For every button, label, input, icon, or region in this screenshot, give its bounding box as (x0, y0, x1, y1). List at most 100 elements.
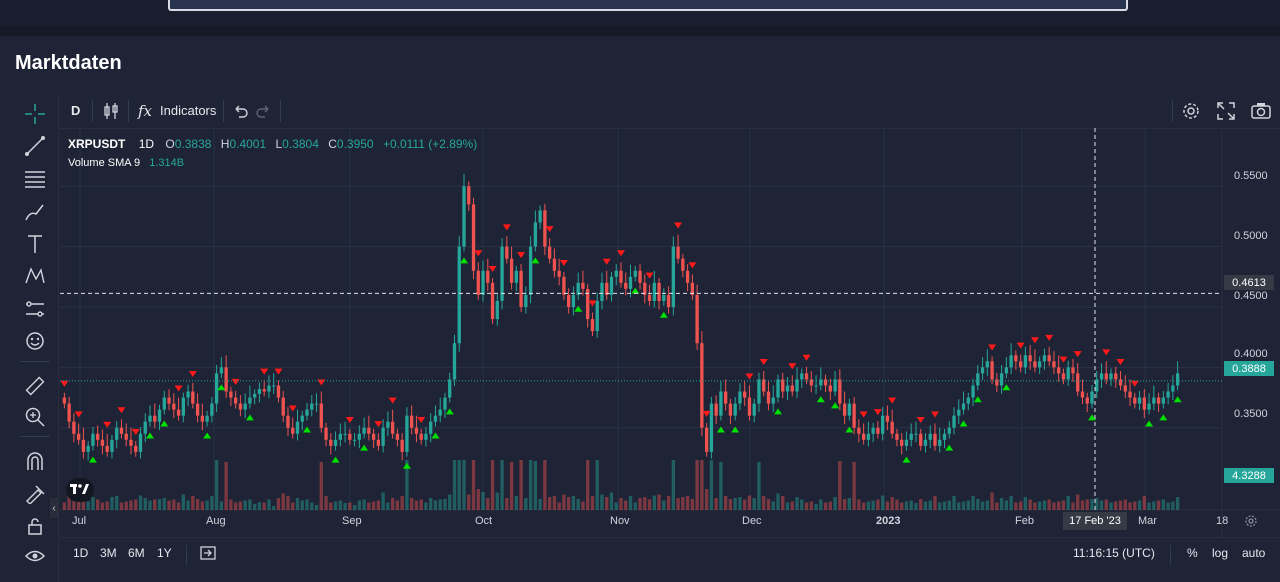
candle-body (291, 427, 295, 434)
volume-bar (195, 499, 200, 510)
brush-icon[interactable] (24, 201, 46, 223)
volume-bar (62, 502, 67, 510)
buy-signal-marker (1159, 414, 1168, 421)
candle-body (952, 415, 956, 428)
volume-bar (338, 500, 342, 510)
candle-body (804, 373, 809, 380)
candle-body (91, 433, 95, 446)
legend-close: 0.3950 (336, 137, 374, 151)
tradingview-logo[interactable] (66, 478, 94, 502)
goto-date-icon[interactable] (199, 544, 217, 565)
candle-body (390, 421, 395, 434)
buy-signal-marker (945, 444, 954, 451)
crosshair-icon[interactable] (24, 103, 46, 125)
camera-icon[interactable] (1250, 93, 1272, 128)
magnet-icon[interactable] (24, 450, 46, 472)
volume-bar (186, 500, 190, 510)
candle-body (205, 415, 209, 422)
candle-body (562, 276, 566, 295)
volume-bar (790, 501, 794, 510)
volume-bar (961, 501, 966, 510)
auto-scale-toggle[interactable]: auto (1242, 546, 1266, 560)
volume-legend-label[interactable]: Volume SMA 9 (68, 157, 141, 169)
chart-grid (60, 128, 1280, 537)
percent-scale-toggle[interactable]: % (1187, 546, 1198, 560)
candle-body (524, 294, 528, 307)
collapse-toolbar-handle[interactable]: ‹ (50, 498, 58, 518)
volume-bar (647, 499, 652, 510)
volume-bar (1142, 496, 1146, 510)
range-navigator-window[interactable] (168, 0, 1128, 11)
range-1d-button[interactable]: 1D (73, 546, 89, 560)
candle-body (457, 246, 461, 344)
candle-body (966, 397, 970, 404)
lock-icon[interactable] (24, 515, 46, 537)
candle-body (1042, 355, 1047, 362)
range-1y-button[interactable]: 1Y (157, 546, 172, 560)
volume-bar (624, 500, 628, 510)
clock-display[interactable]: 11:16:15 (UTC) (1073, 546, 1155, 560)
volume-bar (509, 462, 514, 510)
candle-body (1137, 397, 1142, 404)
pattern-icon[interactable] (24, 265, 46, 287)
candle-body (1033, 361, 1037, 368)
volume-bar (880, 495, 885, 510)
legend-symbol[interactable]: XRPUSDT (68, 137, 126, 151)
candle-body (229, 391, 233, 398)
legend-o-label: O (165, 137, 175, 151)
text-tool-icon[interactable] (24, 233, 46, 255)
fullscreen-icon[interactable] (1216, 93, 1236, 128)
horizontal-lines-icon[interactable] (24, 168, 46, 190)
candle-body (1123, 385, 1127, 392)
undo-icon[interactable] (232, 93, 248, 128)
volume-bar (105, 501, 109, 510)
candle-body (1018, 361, 1023, 368)
volume-bar (1018, 501, 1023, 510)
candle-style-icon[interactable] (102, 93, 120, 128)
candle-body (1133, 397, 1137, 404)
volume-bar (124, 501, 128, 510)
range-3m-button[interactable]: 3M (100, 546, 117, 560)
volume-bar (543, 460, 547, 510)
volume-bar (809, 501, 813, 510)
zoom-in-icon[interactable] (24, 406, 46, 428)
buy-signal-marker (460, 257, 469, 264)
volume-bar (861, 502, 866, 510)
candle-body (167, 397, 171, 404)
legend-low: 0.3804 (282, 137, 319, 151)
candle-body (895, 433, 899, 440)
candle-body (295, 421, 300, 434)
volume-bar (443, 499, 447, 510)
volume-bar (400, 496, 404, 510)
volume-bar (1085, 499, 1089, 510)
buy-signal-marker (773, 408, 782, 415)
buy-signal-marker (845, 426, 854, 433)
volume-bar (1095, 498, 1099, 510)
sell-signal-marker (617, 250, 625, 257)
volume-bar (291, 502, 295, 510)
lock-drawing-icon[interactable] (24, 482, 46, 504)
indicators-button[interactable]: fx Indicators (138, 93, 216, 128)
interval-button[interactable]: D (71, 103, 81, 118)
sell-signal-marker (345, 416, 354, 423)
eye-icon[interactable] (24, 545, 46, 567)
trend-line-icon[interactable] (24, 135, 46, 157)
log-scale-toggle[interactable]: log (1212, 546, 1229, 560)
ruler-icon[interactable] (24, 375, 46, 397)
prediction-icon[interactable] (24, 298, 46, 320)
axis-settings-icon[interactable] (1244, 514, 1258, 533)
buy-signal-marker (973, 396, 982, 403)
candle-body (619, 270, 623, 283)
emoji-icon[interactable] (24, 330, 46, 352)
settings-gear-icon[interactable] (1181, 93, 1201, 128)
redo-icon[interactable] (256, 93, 272, 128)
candle-body (842, 403, 847, 416)
sell-signal-marker (260, 368, 269, 375)
candle-body (990, 361, 994, 380)
legend-h-label: H (220, 137, 230, 151)
range-6m-button[interactable]: 6M (128, 546, 145, 560)
volume-bar (238, 501, 243, 510)
volume-bar (1161, 499, 1166, 510)
volume-bar (819, 499, 823, 510)
